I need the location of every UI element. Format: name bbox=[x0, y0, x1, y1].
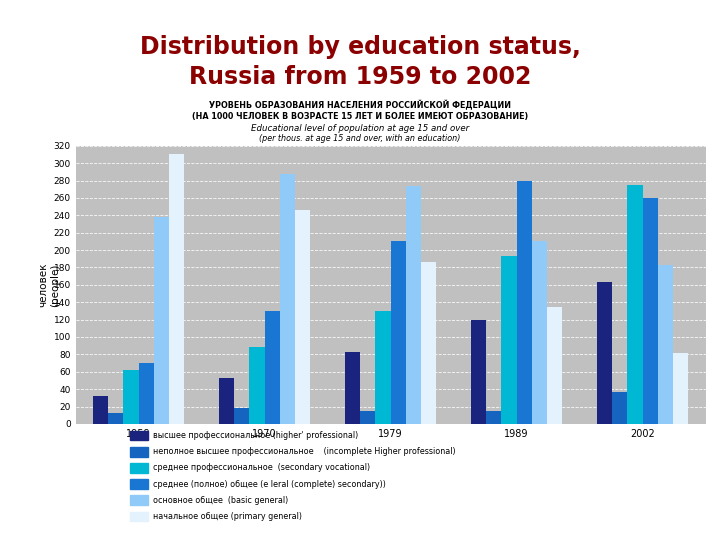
Bar bbox=[265, 311, 280, 424]
Text: среднее (полное) общее (e leral (complete) secondary)): среднее (полное) общее (e leral (complet… bbox=[153, 480, 386, 489]
Bar bbox=[138, 363, 154, 424]
Bar bbox=[124, 370, 138, 424]
Bar bbox=[376, 311, 391, 424]
Bar bbox=[346, 352, 361, 424]
Text: основное общее  (basic general): основное общее (basic general) bbox=[153, 496, 289, 505]
Bar bbox=[547, 307, 562, 424]
Bar bbox=[406, 186, 420, 424]
Bar bbox=[219, 378, 235, 424]
Bar bbox=[235, 408, 250, 424]
Text: Educational level of population at age 15 and over: Educational level of population at age 1… bbox=[251, 124, 469, 133]
Y-axis label: человек
(people): человек (people) bbox=[39, 262, 60, 307]
Bar bbox=[94, 396, 108, 424]
Text: начальное общее (primary general): начальное общее (primary general) bbox=[153, 512, 302, 521]
Bar bbox=[108, 414, 124, 424]
Bar bbox=[628, 185, 643, 424]
Text: Distribution by education status,: Distribution by education status, bbox=[140, 35, 580, 59]
Bar bbox=[642, 198, 657, 424]
Bar bbox=[612, 392, 628, 424]
Text: (НА 1000 ЧЕЛОВЕК В ВОЗРАСТЕ 15 ЛЕТ И БОЛЕЕ ИМЕЮТ ОБРАЗОВАНИЕ): (НА 1000 ЧЕЛОВЕК В ВОЗРАСТЕ 15 ЛЕТ И БОЛ… bbox=[192, 112, 528, 121]
Bar bbox=[361, 411, 376, 424]
Bar bbox=[531, 241, 547, 424]
Text: неполное высшее профессиональное    (incomplete Higher professional): неполное высшее профессиональное (incomp… bbox=[153, 447, 456, 456]
Text: (per thous. at age 15 and over, with an education): (per thous. at age 15 and over, with an … bbox=[259, 134, 461, 144]
Text: Russia from 1959 to 2002: Russia from 1959 to 2002 bbox=[189, 65, 531, 89]
Bar bbox=[279, 174, 295, 424]
Bar bbox=[501, 256, 517, 424]
Bar bbox=[168, 154, 184, 424]
Bar bbox=[673, 353, 688, 424]
Bar bbox=[658, 265, 673, 424]
Bar bbox=[295, 210, 310, 424]
Text: среднее профессиональное  (secondary vocational): среднее профессиональное (secondary voca… bbox=[153, 463, 371, 472]
Bar bbox=[598, 282, 612, 424]
Bar bbox=[391, 241, 406, 424]
Text: УРОВЕНЬ ОБРАЗОВАНИЯ НАСЕЛЕНИЯ РОССИЙСКОЙ ФЕДЕРАЦИИ: УРОВЕНЬ ОБРАЗОВАНИЯ НАСЕЛЕНИЯ РОССИЙСКОЙ… bbox=[209, 100, 511, 110]
Bar bbox=[154, 217, 168, 424]
Bar bbox=[517, 180, 531, 424]
Bar bbox=[249, 347, 265, 424]
Bar bbox=[487, 411, 501, 424]
Text: высшее профессиональное (higher' professional): высшее профессиональное (higher' profess… bbox=[153, 431, 359, 440]
Bar bbox=[472, 320, 487, 424]
Bar bbox=[420, 262, 436, 424]
